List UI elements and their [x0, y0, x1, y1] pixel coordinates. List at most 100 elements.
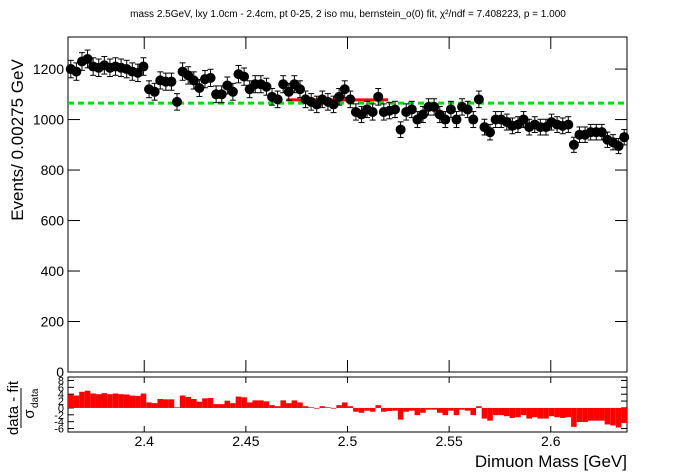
pull-bar	[286, 403, 292, 408]
pull-bar	[571, 407, 577, 427]
pull-bar	[587, 407, 594, 421]
pull-bar	[481, 407, 488, 419]
pull-bar	[179, 395, 186, 408]
pull-bar	[559, 407, 566, 418]
pull-bar	[101, 393, 108, 408]
data-point	[339, 84, 350, 95]
y-tick-label: 0	[56, 364, 64, 380]
data-point	[205, 72, 216, 83]
chart-title: mass 2.5GeV, lxy 1.0cm - 2.4cm, pt 0-25,…	[130, 9, 566, 20]
pull-bar	[269, 405, 275, 408]
pull-bar	[599, 407, 605, 421]
pull-bar	[386, 407, 393, 412]
pull-bar	[79, 391, 85, 408]
pull-bar	[336, 405, 342, 408]
y-tick-label: -2	[54, 410, 64, 422]
data-point	[390, 104, 401, 115]
data-point	[518, 114, 529, 125]
data-point	[417, 109, 428, 120]
pull-bar	[135, 395, 141, 408]
pull-bar	[297, 402, 303, 408]
data-point	[278, 79, 289, 90]
pull-bar	[610, 407, 616, 426]
data-point	[613, 141, 624, 152]
y-axis-label: Events/ 0.00275 GeV	[8, 59, 27, 221]
pull-bar	[313, 407, 320, 409]
y-tick-label: 1200	[33, 61, 64, 77]
pull-label-denominator: σ	[21, 409, 38, 419]
x-tick-label: 2.45	[232, 433, 259, 449]
pull-bar	[319, 406, 326, 408]
data-point	[473, 94, 484, 105]
data-point	[149, 86, 160, 97]
y-tick-label: -4	[54, 417, 64, 429]
pull-bar	[353, 407, 359, 412]
pull-bar	[526, 407, 532, 419]
data-point	[261, 81, 272, 92]
x-axis-label: Dimuon Mass [GeV]	[475, 452, 627, 471]
pull-bar	[459, 407, 465, 410]
data-point	[440, 114, 451, 125]
pull-bar	[375, 405, 382, 408]
y-tick-label: 4	[58, 389, 64, 401]
pull-bar	[157, 399, 164, 408]
pull-bar	[492, 407, 499, 416]
x-tick-label: 2.5	[338, 433, 358, 449]
data-point	[334, 91, 345, 102]
pull-bar	[118, 394, 124, 408]
pull-bar	[196, 401, 203, 408]
pull-bar	[582, 407, 588, 423]
pull-bar	[615, 407, 622, 428]
data-point	[216, 89, 227, 100]
data-point	[367, 106, 378, 117]
pull-bar	[414, 407, 421, 416]
pull-bar	[593, 407, 600, 421]
pull-bar	[129, 395, 136, 408]
pull-bar	[241, 397, 247, 408]
data-point	[395, 124, 406, 135]
data-point	[138, 61, 149, 72]
y-tick-label: 0	[58, 403, 64, 415]
pull-bar	[470, 407, 477, 416]
pull-bar	[202, 398, 208, 408]
pull-label-numerator: data - fit	[5, 380, 22, 435]
data-point	[283, 86, 294, 97]
pull-bar	[464, 407, 471, 411]
y-tick-label: -6	[54, 424, 64, 436]
pull-bar	[190, 399, 197, 408]
data-point	[272, 94, 283, 105]
pull-bar	[565, 407, 572, 418]
pull-bar	[543, 407, 549, 419]
pull-bar	[207, 397, 214, 408]
pull-bar	[274, 406, 281, 408]
pull-bar	[235, 396, 242, 408]
pull-bar	[576, 407, 583, 423]
data-point	[596, 127, 607, 138]
pull-bar	[151, 403, 158, 408]
data-point	[294, 84, 305, 95]
data-point	[82, 53, 93, 64]
pull-bar	[554, 407, 560, 418]
pull-bar	[381, 407, 387, 412]
pull-bar	[325, 407, 331, 408]
pull-bar	[392, 407, 398, 411]
y-tick-label: 200	[41, 314, 65, 330]
data-point	[619, 132, 630, 143]
pull-bar	[425, 407, 432, 410]
data-point	[451, 114, 462, 125]
y-tick-label: 800	[41, 162, 65, 178]
pull-bar	[146, 402, 152, 408]
y-tick-label: 8	[58, 375, 64, 387]
pull-bar	[246, 402, 253, 408]
x-tick-label: 2.4	[134, 433, 154, 449]
pull-bar	[420, 407, 426, 413]
pull-bar	[224, 400, 231, 408]
data-point	[172, 96, 183, 107]
pull-bar	[442, 407, 449, 416]
pull-bar	[302, 406, 309, 408]
pull-bar	[174, 407, 180, 408]
pull-bar	[263, 401, 270, 408]
pull-bar	[107, 394, 113, 408]
